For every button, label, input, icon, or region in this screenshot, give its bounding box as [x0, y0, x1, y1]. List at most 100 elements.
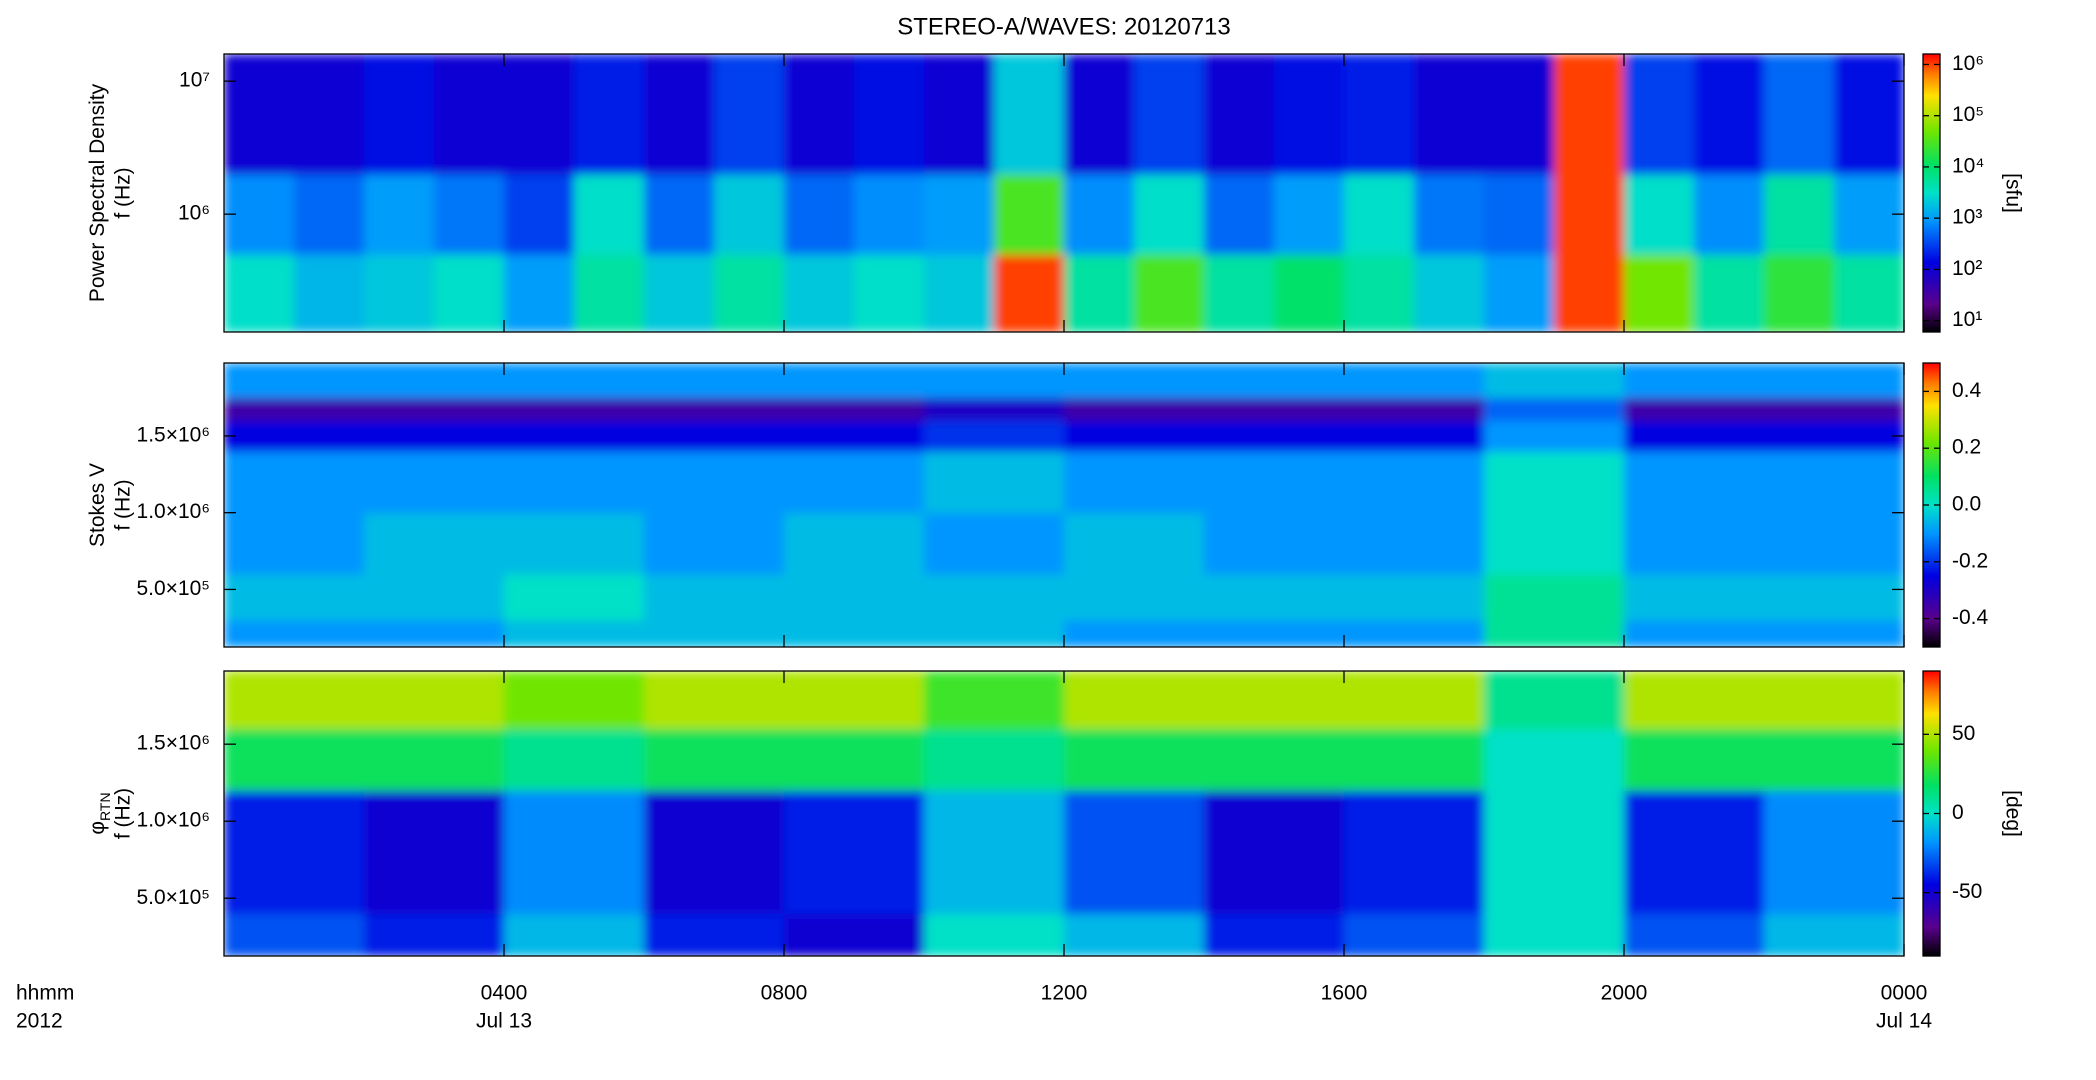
heatmap-cell: [364, 913, 505, 956]
heatmap-cell: [1484, 397, 1625, 422]
heatmap-cell: [224, 790, 365, 915]
colorbar-tick-label: 0.0: [1952, 493, 1981, 516]
heatmap-cell: [504, 728, 645, 791]
y-axis-sublabel: f (Hz): [112, 479, 135, 530]
heatmap-cell: [1204, 620, 1345, 647]
heatmap-cell: [364, 574, 505, 621]
heatmap-cell: [924, 790, 1065, 915]
heatmap-cell: [1484, 671, 1625, 730]
heatmap-cell: [1624, 397, 1765, 422]
heatmap-cell: [1764, 54, 1835, 175]
colorbar-tick-label: 10⁵: [1952, 103, 1984, 126]
heatmap-cell: [1624, 728, 1765, 791]
heatmap-cell: [1064, 420, 1205, 452]
y-axis-sublabel: f (Hz): [112, 788, 135, 839]
heatmap-cell: [1344, 574, 1485, 621]
y-tick-label: 5.0×10⁵: [136, 886, 210, 909]
heatmap-cell: [364, 363, 505, 399]
heatmap-cell: [504, 574, 645, 621]
heatmap-cell: [714, 174, 785, 255]
heatmap-cell: [1624, 254, 1695, 332]
heatmap-cell: [924, 671, 1065, 730]
heatmap-cell: [434, 54, 505, 175]
heatmap-cell: [784, 451, 925, 514]
heatmap-cell: [364, 451, 505, 514]
y-tick-label: 10⁷: [179, 69, 210, 92]
heatmap-cell: [1484, 512, 1625, 575]
heatmap-cell: [994, 174, 1065, 255]
heatmap-cell: [854, 54, 925, 175]
heatmap-cell: [784, 671, 925, 730]
colorbar-tick-label: -0.2: [1952, 549, 1988, 572]
heatmap-cell: [644, 913, 785, 956]
heatmap-cell: [924, 174, 995, 255]
heatmap-cell: [1484, 451, 1625, 514]
x-tick-label: 0800: [761, 982, 808, 1005]
heatmap-cell: [924, 451, 1065, 514]
x-date-label: Jul 14: [1876, 1010, 1932, 1033]
y-tick-label: 1.5×10⁶: [137, 423, 210, 446]
heatmap-cell: [1344, 512, 1485, 575]
heatmap: [224, 363, 1904, 647]
heatmap-cell: [224, 420, 365, 452]
heatmap-cell: [504, 420, 645, 452]
heatmap-cell: [224, 913, 365, 956]
x-tick-label: 2000: [1601, 982, 1648, 1005]
colorbar-label: [sfu]: [2001, 173, 2024, 213]
heatmap-cell: [1204, 790, 1345, 915]
heatmap-cell: [1204, 574, 1345, 621]
heatmap-cell: [1064, 671, 1205, 730]
heatmap-cell: [1484, 574, 1625, 621]
heatmap-cell: [784, 420, 925, 452]
heatmap-cell: [1624, 913, 1765, 956]
heatmap-cell: [1484, 790, 1625, 915]
x-tick-label: 0000: [1881, 982, 1928, 1005]
heatmap-cell: [1764, 671, 1904, 730]
heatmap-cell: [1344, 397, 1485, 422]
heatmap-cell: [644, 574, 785, 621]
heatmap-cell: [1624, 620, 1765, 647]
heatmap-cell: [1204, 451, 1345, 514]
heatmap-cell: [1064, 451, 1205, 514]
heatmap-cell: [924, 728, 1065, 791]
heatmap-cell: [364, 397, 505, 422]
heatmap-cell: [224, 620, 365, 647]
y-tick-label: 1.0×10⁶: [137, 500, 210, 523]
heatmap-cell: [504, 397, 645, 422]
heatmap-cell: [924, 913, 1065, 956]
heatmap-cell: [1554, 254, 1625, 332]
heatmap-cell: [1204, 913, 1345, 956]
heatmap-cell: [784, 54, 855, 175]
heatmap-cell: [1344, 54, 1415, 175]
year-label: 2012: [16, 1010, 63, 1033]
heatmap-cell: [1694, 174, 1765, 255]
heatmap-cell: [1344, 728, 1485, 791]
heatmap-cell: [364, 671, 505, 730]
heatmap-cell: [1064, 54, 1135, 175]
heatmap-cell: [504, 512, 645, 575]
colorbar-tick-label: 0.4: [1952, 379, 1982, 402]
heatmap-cell: [1764, 420, 1904, 452]
x-tick-label: 1600: [1321, 982, 1368, 1005]
heatmap-cell: [994, 254, 1065, 332]
heatmap-cell: [1764, 574, 1904, 621]
colorbar-tick-label: 10¹: [1952, 308, 1982, 331]
heatmap-cell: [364, 254, 435, 332]
heatmap-cell: [1134, 254, 1205, 332]
heatmap-cell: [644, 420, 785, 452]
heatmap-cell: [224, 451, 365, 514]
heatmap-cell: [1484, 174, 1555, 255]
heatmap-cell: [1204, 397, 1345, 422]
x-date-label: Jul 13: [476, 1010, 532, 1033]
heatmap-cell: [784, 512, 925, 575]
heatmap-cell: [1624, 54, 1695, 175]
heatmap-cell: [784, 790, 925, 915]
heatmap-cell: [644, 174, 715, 255]
heatmap-cell: [364, 790, 505, 915]
heatmap-cell: [1064, 397, 1205, 422]
heatmap-cell: [714, 54, 785, 175]
heatmap-cell: [1344, 451, 1485, 514]
heatmap-cell: [644, 671, 785, 730]
heatmap-cell: [574, 54, 645, 175]
